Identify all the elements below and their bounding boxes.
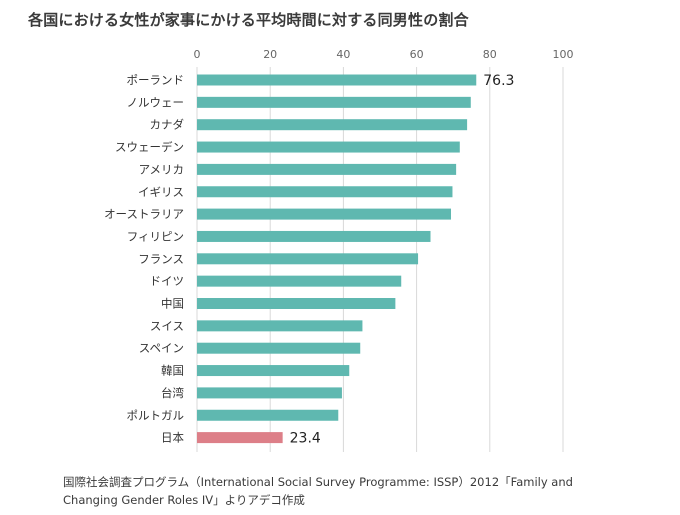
bar-7 — [197, 208, 452, 220]
x-tick-label: 60 — [410, 48, 424, 61]
bar-8 — [197, 230, 431, 242]
category-label: ポーランド — [127, 73, 185, 87]
category-label: 台湾 — [161, 386, 184, 400]
category-label: カナダ — [150, 118, 185, 132]
category-label: 日本 — [161, 431, 184, 445]
chart-title: 各国における女性が家事にかける平均時間に対する同男性の割合 — [28, 11, 469, 29]
category-label: フランス — [138, 252, 184, 266]
x-tick-label: 20 — [263, 48, 277, 61]
bar-1 — [197, 74, 477, 86]
category-label: アメリカ — [139, 162, 184, 176]
source-line-1: 国際社会調査プログラム（International Social Survey … — [63, 475, 573, 489]
category-label: イギリス — [138, 185, 184, 199]
bar-5 — [197, 163, 457, 175]
source-note: 国際社会調査プログラム（International Social Survey … — [63, 473, 623, 509]
data-label: 76.3 — [483, 73, 514, 89]
bar-4 — [197, 141, 460, 153]
category-label: ポルトガル — [127, 408, 185, 422]
category-label: スウェーデン — [115, 140, 184, 154]
category-label: オーストラリア — [104, 207, 184, 221]
bar-3 — [197, 119, 468, 131]
x-tick-label: 100 — [553, 48, 574, 61]
category-label: 韓国 — [161, 364, 184, 378]
bar-16 — [197, 409, 339, 421]
category-label: ドイツ — [150, 274, 185, 288]
bar-17 — [197, 432, 283, 444]
bar-11 — [197, 298, 396, 309]
bar-14 — [197, 365, 350, 377]
bar-10 — [197, 275, 402, 287]
x-tick-label: 40 — [336, 48, 350, 61]
category-label: スイス — [150, 319, 184, 333]
x-axis-ticks: 0 20 40 60 80 100 — [194, 48, 574, 61]
bar-15 — [197, 387, 342, 399]
bar-12 — [197, 320, 363, 332]
bar-6 — [197, 186, 453, 198]
category-label: スペイン — [139, 341, 184, 355]
bars — [197, 74, 477, 444]
bar-9 — [197, 253, 419, 265]
category-label: ノルウェー — [127, 95, 185, 109]
x-tick-label: 0 — [194, 48, 201, 61]
data-labels: 76.3 23.4 — [290, 73, 515, 447]
bar-2 — [197, 96, 471, 108]
bar-chart: 0 20 40 60 80 100 ポーランドノルウェーカナダスウェーデンアメリカイギリス… — [104, 48, 574, 452]
category-labels: ポーランドノルウェーカナダスウェーデンアメリカイギリスオーストラリアフィリピンフ… — [104, 73, 184, 445]
x-tick-label: 80 — [483, 48, 497, 61]
category-label: フィリピン — [127, 229, 184, 243]
category-label: 中国 — [161, 297, 184, 311]
data-label: 23.4 — [290, 431, 321, 447]
bar-13 — [197, 342, 361, 354]
source-line-2: Changing Gender Roles IV」よりアデコ作成 — [63, 493, 305, 507]
